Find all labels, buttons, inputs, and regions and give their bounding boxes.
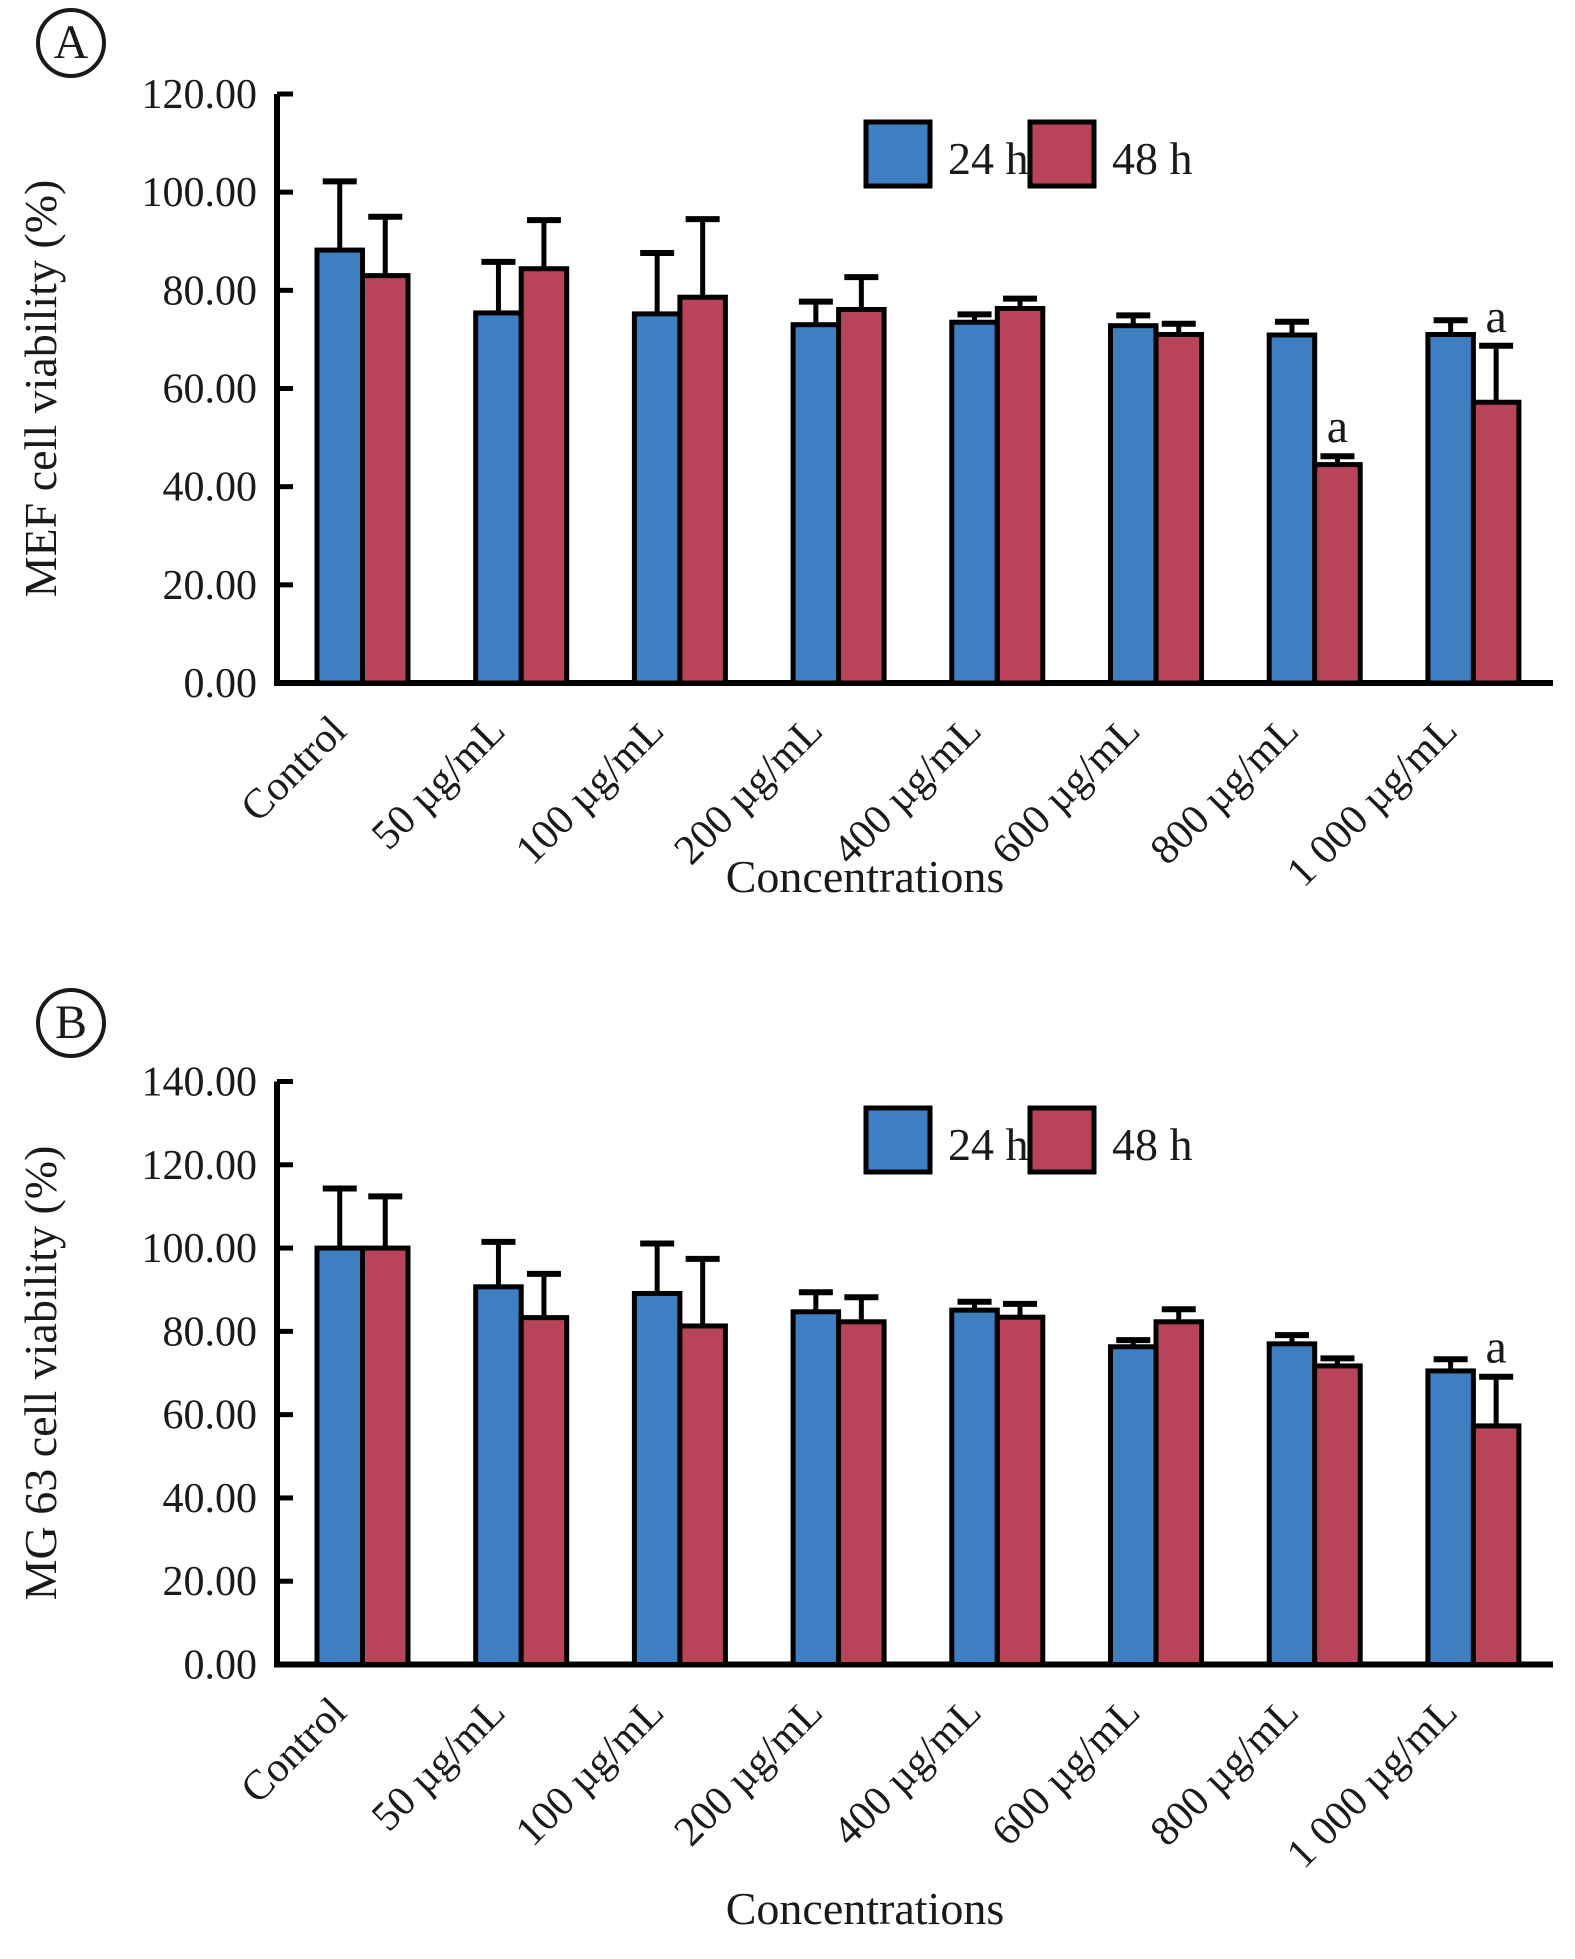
x-axis-title: Concentrations xyxy=(726,851,1005,902)
legend-swatch xyxy=(863,1105,933,1175)
bar xyxy=(473,1284,524,1667)
panel-a-label: A xyxy=(36,8,106,78)
bar-chart-mg63-viability: 0.00 20.00 40.00 60.00 80.00 100.00 120.00 140.… xyxy=(15,1060,1553,1934)
bar xyxy=(790,1309,842,1667)
bar xyxy=(518,1315,570,1667)
y-axis-title: MG 63 cell viability (%) xyxy=(15,1146,66,1601)
bar xyxy=(836,1319,887,1667)
bar xyxy=(677,294,728,686)
panel-b-label: B xyxy=(36,988,106,1058)
x-tick-label: 50 µg/mL xyxy=(363,1689,514,1840)
bar xyxy=(677,1323,728,1667)
y-tick-label: 40.00 xyxy=(163,1476,258,1522)
y-tick-label: 40.00 xyxy=(163,465,258,511)
x-tick-label: 800 µg/mL xyxy=(1142,1689,1308,1855)
bar xyxy=(1470,399,1522,686)
bar xyxy=(949,319,1000,686)
x-tick-label: 400 µg/mL xyxy=(824,1689,990,1855)
legend-label: 48 h xyxy=(1112,133,1193,184)
bar xyxy=(994,1314,1046,1667)
bar xyxy=(314,1245,365,1667)
bar xyxy=(360,273,411,686)
x-tick-label: 100 µg/mL xyxy=(507,1689,673,1855)
bar xyxy=(836,306,887,686)
bar xyxy=(518,266,570,686)
y-tick-label: 80.00 xyxy=(163,268,258,314)
bar-chart-mef-viability: 0.00 20.00 40.00 60.00 80.00 100.00 120.00 a a Co… xyxy=(15,72,1553,902)
bar xyxy=(631,311,683,686)
bar xyxy=(1266,332,1318,686)
bar xyxy=(1470,1423,1522,1667)
significance-marker: a xyxy=(1327,400,1348,453)
y-tick-label: 100.00 xyxy=(142,170,258,216)
bar xyxy=(949,1307,1000,1667)
y-axis-title: MEF cell viability (%) xyxy=(15,180,66,598)
x-tick-label: 600 µg/mL xyxy=(983,1689,1149,1855)
legend-swatch xyxy=(1027,119,1097,189)
x-axis-title: Concentrations xyxy=(726,1883,1005,1934)
x-tick-label: 1 000 µg/mL xyxy=(1278,708,1466,896)
x-tick-label: 100 µg/mL xyxy=(507,708,673,874)
legend-swatch xyxy=(863,119,933,189)
y-tick-label: 80.00 xyxy=(163,1309,258,1355)
y-tick-label: 140.00 xyxy=(142,1060,258,1106)
y-tick-label: 120.00 xyxy=(142,1143,258,1189)
panel-a: A 0.00 20.00 40.00 60.00 80.00 100.00 120.00 a a… xyxy=(15,8,1553,902)
bar xyxy=(1425,332,1476,686)
bar xyxy=(1153,1319,1204,1667)
panel-b-letter: B xyxy=(54,996,87,1049)
panel-a-letter: A xyxy=(53,16,89,69)
bar xyxy=(473,310,524,686)
y-tick-label: 120.00 xyxy=(142,72,258,118)
y-tick-label: 0.00 xyxy=(184,661,258,707)
bar xyxy=(1153,332,1204,686)
y-tick-label: 60.00 xyxy=(163,1393,258,1439)
x-tick-label: 800 µg/mL xyxy=(1142,708,1308,874)
x-tick-label: 200 µg/mL xyxy=(666,708,832,874)
bar xyxy=(1312,1363,1363,1667)
bar xyxy=(790,322,842,686)
y-tick-label: 100.00 xyxy=(142,1226,258,1272)
panel-b: B 0.00 20.00 40.00 60.00 80.00 100.00 120.00 14… xyxy=(0,980,1575,1959)
legend-label: 24 h xyxy=(948,133,1029,184)
x-tick-label: 200 µg/mL xyxy=(666,1689,832,1855)
bar xyxy=(1108,1344,1159,1667)
legend-swatch xyxy=(1027,1105,1097,1175)
bar xyxy=(631,1290,683,1667)
y-tick-label: 20.00 xyxy=(163,563,258,609)
bar xyxy=(1312,462,1363,686)
bar xyxy=(1266,1341,1318,1667)
bar xyxy=(1108,323,1159,686)
x-tick-label: 600 µg/mL xyxy=(983,708,1149,874)
bar xyxy=(1425,1368,1476,1667)
x-tick-label: 1 000 µg/mL xyxy=(1278,1689,1466,1877)
x-tick-label: 400 µg/mL xyxy=(824,708,990,874)
significance-marker: a xyxy=(1485,290,1506,343)
legend-label: 48 h xyxy=(1112,1119,1193,1170)
x-tick-label: Control xyxy=(232,708,355,831)
x-tick-label: Control xyxy=(232,1689,355,1812)
x-tick-label: 50 µg/mL xyxy=(363,708,514,859)
y-tick-label: 60.00 xyxy=(163,367,258,413)
legend-label: 24 h xyxy=(948,1119,1029,1170)
bar xyxy=(314,247,365,686)
y-tick-label: 0.00 xyxy=(184,1643,258,1689)
bar xyxy=(994,305,1046,686)
y-tick-label: 20.00 xyxy=(163,1559,258,1605)
significance-marker: a xyxy=(1485,1321,1506,1374)
bar xyxy=(360,1245,411,1667)
